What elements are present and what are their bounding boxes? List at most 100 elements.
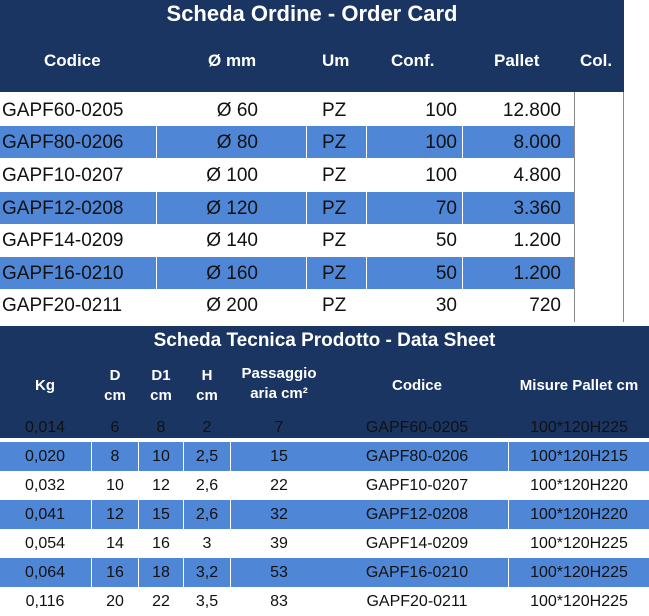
sheet-h: 3,2 <box>195 564 219 581</box>
sheet-passaggio: 32 <box>270 506 288 523</box>
cell-divider <box>306 192 307 224</box>
order-codice: GAPF80-0206 <box>2 132 124 153</box>
sheet-codice: GAPF80-0206 <box>365 448 469 465</box>
order-card-header-row: Codice Ø mm Um Conf. Pallet Col. <box>0 30 624 92</box>
order-codice: GAPF10-0207 <box>2 165 124 186</box>
order-pallet: 12.800 <box>502 100 561 121</box>
order-diameter: Ø 160 <box>206 263 258 284</box>
header-pallet: Pallet <box>494 51 540 70</box>
data-sheet-title: Scheda Tecnica Prodotto - Data Sheet <box>0 326 649 356</box>
header-codice: Codice <box>391 377 442 394</box>
sheet-codice: GAPF20-0211 <box>366 593 468 610</box>
order-codice: GAPF20-0211 <box>2 295 123 316</box>
header-h-unit: cm <box>196 387 218 404</box>
sheet-passaggio: 22 <box>270 477 288 494</box>
sheet-d1: 16 <box>152 535 170 552</box>
sheet-misure-pallet: 100*120H225 <box>530 564 628 581</box>
sheet-codice: GAPF14-0209 <box>365 535 469 552</box>
cell-divider <box>462 192 463 224</box>
sheet-row: 0,014 6 8 2 7 GAPF60-0205 100*120H225 <box>0 413 649 442</box>
order-codice: GAPF14-0209 <box>2 230 124 251</box>
header-h: H cm <box>184 366 230 406</box>
sheet-misure-pallet: 100*120H225 <box>530 419 628 436</box>
cell-divider <box>156 126 157 158</box>
cell-divider <box>138 500 139 529</box>
cell-divider <box>156 192 157 224</box>
order-row: GAPF14-0209 Ø 140 PZ 50 1.200 <box>0 224 574 256</box>
order-conf: 50 <box>435 263 457 284</box>
cell-divider <box>306 257 307 289</box>
sheet-h: 2 <box>202 419 212 436</box>
header-diameter: Ø mm <box>208 51 257 70</box>
sheet-row: 0,020 8 10 2,5 15 GAPF80-0206 100*120H21… <box>0 442 649 471</box>
sheet-d: 20 <box>106 593 124 610</box>
cell-divider <box>366 192 367 224</box>
sheet-misure-pallet: 100*120H220 <box>530 477 628 494</box>
header-d: D cm <box>92 366 138 406</box>
sheet-d1: 22 <box>152 593 170 610</box>
order-conf: 70 <box>435 198 457 219</box>
cell-divider <box>366 126 367 158</box>
header-d1-label: D1 <box>151 367 171 384</box>
order-pallet: 1.200 <box>513 263 561 284</box>
order-conf: 50 <box>435 230 457 251</box>
order-pallet: 4.800 <box>513 165 561 186</box>
sheet-codice: GAPF16-0210 <box>365 564 469 581</box>
order-um: PZ <box>322 230 347 251</box>
data-sheet-header-row: Kg D cm D1 cm H cm Passaggio aria cm² Co… <box>0 356 649 438</box>
order-conf: 100 <box>425 165 457 186</box>
cell-divider <box>508 500 509 529</box>
header-conf: Conf. <box>391 51 435 70</box>
cell-divider <box>462 257 463 289</box>
order-um: PZ <box>322 100 347 121</box>
sheet-d: 6 <box>110 419 120 436</box>
cell-divider <box>91 500 92 529</box>
order-diameter: Ø 100 <box>206 165 258 186</box>
cell-divider <box>91 442 92 471</box>
header-misure-pallet: Misure Pallet cm <box>519 377 639 394</box>
sheet-kg: 0,064 <box>24 564 66 581</box>
sheet-codice: GAPF10-0207 <box>365 477 469 494</box>
order-row: GAPF16-0210 Ø 160 PZ 50 1.200 <box>0 257 574 289</box>
order-conf: 100 <box>425 132 457 153</box>
sheet-kg: 0,020 <box>24 448 66 465</box>
cell-divider <box>156 257 157 289</box>
order-diameter: Ø 140 <box>206 230 258 251</box>
sheet-d: 16 <box>106 564 124 581</box>
sheet-codice: GAPF60-0205 <box>365 419 469 436</box>
header-passaggio-label: Passaggio <box>241 365 317 382</box>
header-um: Um <box>322 51 350 70</box>
sheet-d: 10 <box>106 477 124 494</box>
cell-divider <box>183 442 184 471</box>
order-um: PZ <box>322 295 347 316</box>
header-d1: D1 cm <box>139 366 183 406</box>
cell-divider <box>91 558 92 587</box>
order-um: PZ <box>322 165 347 186</box>
cell-divider <box>508 558 509 587</box>
sheet-passaggio: 53 <box>270 564 288 581</box>
order-pallet: 8.000 <box>513 132 561 153</box>
cell-divider <box>366 257 367 289</box>
sheet-d1: 8 <box>156 419 166 436</box>
cell-divider <box>138 442 139 471</box>
order-diameter: Ø 120 <box>206 198 258 219</box>
cell-divider <box>306 126 307 158</box>
sheet-d1: 10 <box>152 448 170 465</box>
order-row: GAPF80-0206 Ø 80 PZ 100 8.000 <box>0 126 574 158</box>
sheet-row: 0,041 12 15 2,6 32 GAPF12-0208 100*120H2… <box>0 500 649 529</box>
order-diameter: Ø 60 <box>216 100 258 121</box>
order-row: GAPF20-0211 Ø 200 PZ 30 720 <box>0 289 574 321</box>
sheet-row: 0,032 10 12 2,6 22 GAPF10-0207 100*120H2… <box>0 471 649 500</box>
header-passaggio: Passaggio aria cm² <box>231 364 327 404</box>
header-codice: Codice <box>44 51 101 70</box>
sheet-row: 0,064 16 18 3,2 53 GAPF16-0210 100*120H2… <box>0 558 649 587</box>
header-d-unit: cm <box>104 387 126 404</box>
cell-divider <box>230 558 231 587</box>
sheet-passaggio: 83 <box>270 593 288 610</box>
sheet-h: 3,5 <box>195 593 219 610</box>
sheet-d1: 12 <box>152 477 170 494</box>
order-pallet: 1.200 <box>513 230 561 251</box>
order-conf: 30 <box>435 295 457 316</box>
sheet-misure-pallet: 100*120H225 <box>530 535 628 552</box>
order-pallet: 720 <box>529 295 561 316</box>
